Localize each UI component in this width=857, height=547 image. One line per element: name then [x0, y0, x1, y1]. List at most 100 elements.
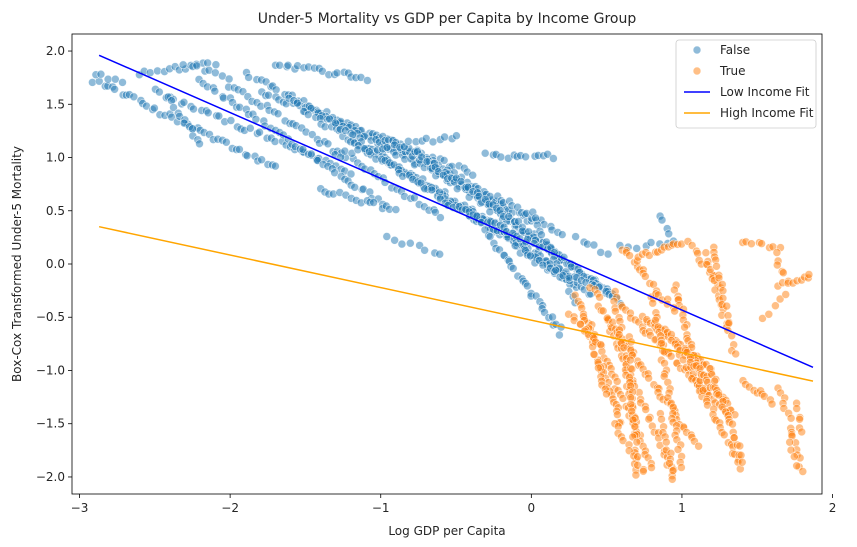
point-false [632, 244, 642, 253]
x-tick-label: 0 [528, 501, 536, 515]
point-false [323, 139, 333, 149]
point-true [657, 339, 666, 348]
point-false [521, 152, 530, 162]
point-true [789, 452, 799, 461]
point-false [439, 156, 449, 165]
point-false [350, 183, 360, 192]
point-true [626, 355, 635, 365]
point-true [718, 286, 728, 296]
point-true [673, 445, 683, 454]
point-true [633, 452, 642, 462]
point-false [306, 149, 316, 159]
point-false [222, 137, 231, 147]
point-true [576, 319, 585, 329]
point-false [504, 212, 514, 221]
point-true [767, 399, 777, 409]
point-false [292, 98, 302, 108]
point-false [270, 137, 280, 146]
y-axis-label: Box-Cox Transformed Under-5 Mortality [10, 146, 24, 382]
point-false [428, 137, 438, 147]
point-false [155, 87, 164, 97]
point-true [594, 363, 603, 373]
point-true [785, 437, 795, 447]
point-true [714, 390, 724, 400]
point-false [246, 123, 255, 133]
x-tick-label: −3 [71, 501, 89, 515]
point-true [764, 309, 774, 319]
point-true [792, 461, 802, 471]
line-low-income-fit [98, 54, 814, 368]
point-true [648, 298, 658, 308]
legend-label-true: True [719, 64, 746, 78]
point-true [703, 400, 712, 410]
y-axis-ticks: −2.0 −1.5 −1.0 −0.5 0.0 0.5 1.0 1.5 2.0 [36, 44, 72, 484]
y-tick-label: 1.0 [46, 151, 65, 165]
point-false [111, 74, 120, 84]
point-true [804, 270, 814, 279]
y-tick-label: 0.5 [46, 204, 65, 218]
y-tick-label: −1.0 [36, 363, 65, 377]
point-true [618, 436, 628, 445]
point-true [736, 450, 746, 460]
point-true [630, 422, 640, 431]
point-false [551, 265, 561, 275]
point-false [214, 111, 224, 121]
point-false [210, 86, 220, 96]
point-true [694, 441, 703, 451]
point-false [179, 98, 189, 107]
point-true [795, 414, 804, 424]
point-true [602, 389, 611, 399]
point-true [627, 406, 637, 416]
point-false [657, 215, 667, 225]
point-false [103, 74, 113, 84]
point-false [420, 184, 430, 193]
point-true [712, 261, 721, 271]
y-tick-label: −1.5 [36, 417, 65, 431]
point-false [364, 147, 374, 156]
point-true [640, 272, 650, 281]
legend-marker-true [692, 66, 702, 76]
point-false [523, 281, 532, 291]
point-false [508, 264, 518, 273]
point-false [485, 232, 495, 241]
point-false [211, 68, 220, 78]
point-true [719, 430, 729, 440]
point-false [226, 116, 236, 125]
point-false [340, 146, 350, 156]
point-false [537, 230, 546, 239]
point-true [596, 340, 606, 349]
point-false [331, 118, 340, 128]
point-false [435, 249, 445, 259]
y-tick-label: 2.0 [46, 44, 65, 58]
point-false [431, 208, 440, 217]
point-false [664, 229, 674, 239]
point-false [496, 152, 506, 162]
point-false [538, 260, 548, 270]
point-true [595, 292, 604, 302]
point-false [118, 78, 127, 87]
legend-label-low-income-fit: Low Income Fit [720, 85, 810, 99]
point-false [169, 103, 178, 112]
point-false [244, 73, 253, 82]
point-false [271, 85, 281, 95]
point-false [303, 110, 313, 119]
point-false [589, 240, 599, 250]
point-true [735, 441, 745, 451]
point-false [264, 90, 273, 100]
point-true [772, 248, 782, 257]
point-true [598, 306, 608, 316]
point-false [363, 76, 372, 85]
point-false [422, 157, 432, 166]
point-false [275, 61, 284, 70]
line-high-income-fit [98, 225, 814, 382]
point-true [701, 248, 711, 257]
y-tick-label: 1.5 [46, 97, 65, 111]
point-true [786, 413, 796, 423]
point-false [420, 246, 429, 255]
point-false [203, 108, 213, 118]
point-true [632, 437, 642, 447]
point-false [382, 232, 392, 241]
point-true [737, 457, 747, 467]
scatter-points [88, 58, 814, 484]
